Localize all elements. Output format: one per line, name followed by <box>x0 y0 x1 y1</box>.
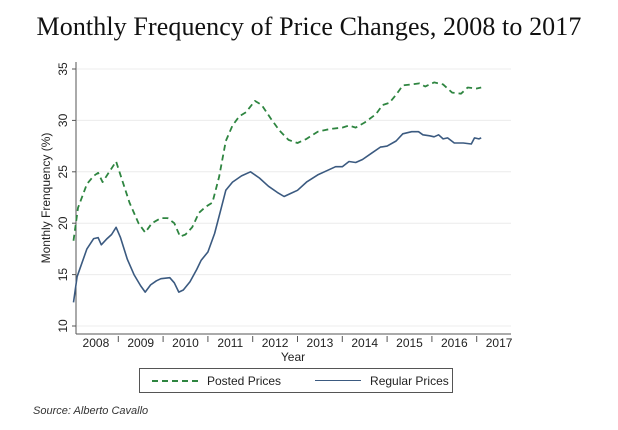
series-line-posted-prices <box>72 81 482 241</box>
x-ticks: 2008 2009 2010 2011 2012 2013 2014 2015 2016 2017 <box>83 336 513 350</box>
x-tick-label: 2011 <box>217 336 243 350</box>
x-tick-label: 2017 <box>486 336 513 350</box>
source-note: Source: Alberto Cavallo <box>33 405 149 417</box>
chart-title: Monthly Frequency of Price Changes, 2008… <box>36 12 582 41</box>
x-axis-title: Year <box>281 350 305 364</box>
legend: Posted Prices Regular Prices <box>139 368 453 393</box>
legend-item-regular: Regular Prices <box>315 374 449 388</box>
y-tick-label: 15 <box>56 268 70 282</box>
y-tick-label: 35 <box>56 62 70 76</box>
y-tick-label: 30 <box>56 113 70 127</box>
legend-label: Regular Prices <box>370 373 449 388</box>
axes <box>75 62 511 335</box>
x-tick-label: 2015 <box>396 336 423 350</box>
legend-label: Posted Prices <box>207 373 282 388</box>
legend-swatch-solid-line <box>315 380 362 381</box>
y-axis-title: Monthly Frenquency (%) <box>39 133 53 264</box>
x-tick-label: 2010 <box>172 336 199 350</box>
legend-item-posted: Posted Prices <box>152 374 281 388</box>
x-tick-label: 2009 <box>127 336 154 350</box>
y-tick-label: 25 <box>56 165 70 179</box>
y-ticks: 10 15 20 25 30 35 <box>56 62 76 333</box>
y-tick-label: 20 <box>56 216 70 230</box>
series-group <box>72 81 482 303</box>
x-tick-label: 2008 <box>83 336 110 350</box>
gridlines <box>77 68 511 327</box>
y-tick-label: 10 <box>56 319 70 333</box>
series-line-regular-prices <box>72 130 482 303</box>
legend-swatch-dashed-line <box>152 379 198 382</box>
x-tick-label: 2013 <box>307 336 334 350</box>
x-tick-label: 2012 <box>262 336 289 350</box>
x-tick-label: 2016 <box>441 336 468 350</box>
x-tick-label: 2014 <box>351 336 378 350</box>
